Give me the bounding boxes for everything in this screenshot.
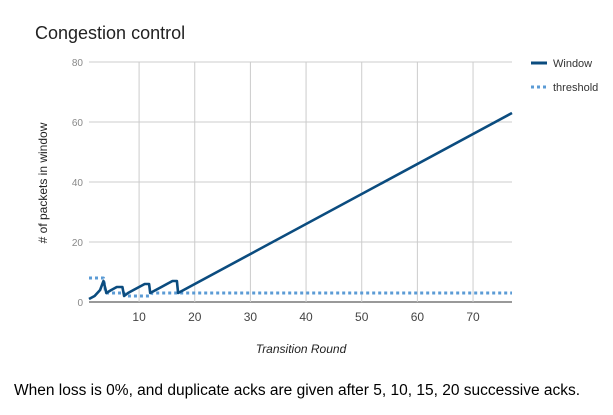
y-axis-ticks: 0 20 40 60 80 (72, 58, 84, 309)
legend: Window threshold (531, 58, 598, 94)
x-tick-label: 20 (188, 310, 202, 324)
chart-title: Congestion control (35, 23, 185, 43)
x-tick-label: 30 (244, 310, 258, 324)
x-tick-label: 40 (299, 310, 313, 324)
y-tick-label: 20 (72, 238, 84, 249)
x-axis-ticks: 10 20 30 40 50 60 70 (132, 310, 480, 324)
x-tick-label: 50 (355, 310, 369, 324)
congestion-chart: Congestion control 0 20 40 60 80 10 20 30 40 50 6… (35, 23, 598, 356)
series-group (88, 111, 513, 301)
y-tick-label: 60 (72, 118, 84, 129)
series-line-window (88, 111, 513, 301)
x-axis-label: Transition Round (256, 342, 347, 356)
chart-caption: When loss is 0%, and duplicate acks are … (14, 382, 581, 399)
series-line-threshold (89, 276, 512, 298)
y-tick-label: 80 (72, 58, 84, 69)
x-tick-label: 10 (132, 310, 146, 324)
x-tick-label: 70 (466, 310, 480, 324)
grid (89, 61, 512, 303)
legend-label-window: Window (553, 58, 592, 70)
y-tick-label: 40 (72, 178, 84, 189)
legend-label-threshold: threshold (553, 82, 598, 94)
y-axis-label: # of packets in window (36, 122, 50, 243)
y-tick-label: 0 (77, 298, 83, 309)
x-tick-label: 60 (411, 310, 425, 324)
